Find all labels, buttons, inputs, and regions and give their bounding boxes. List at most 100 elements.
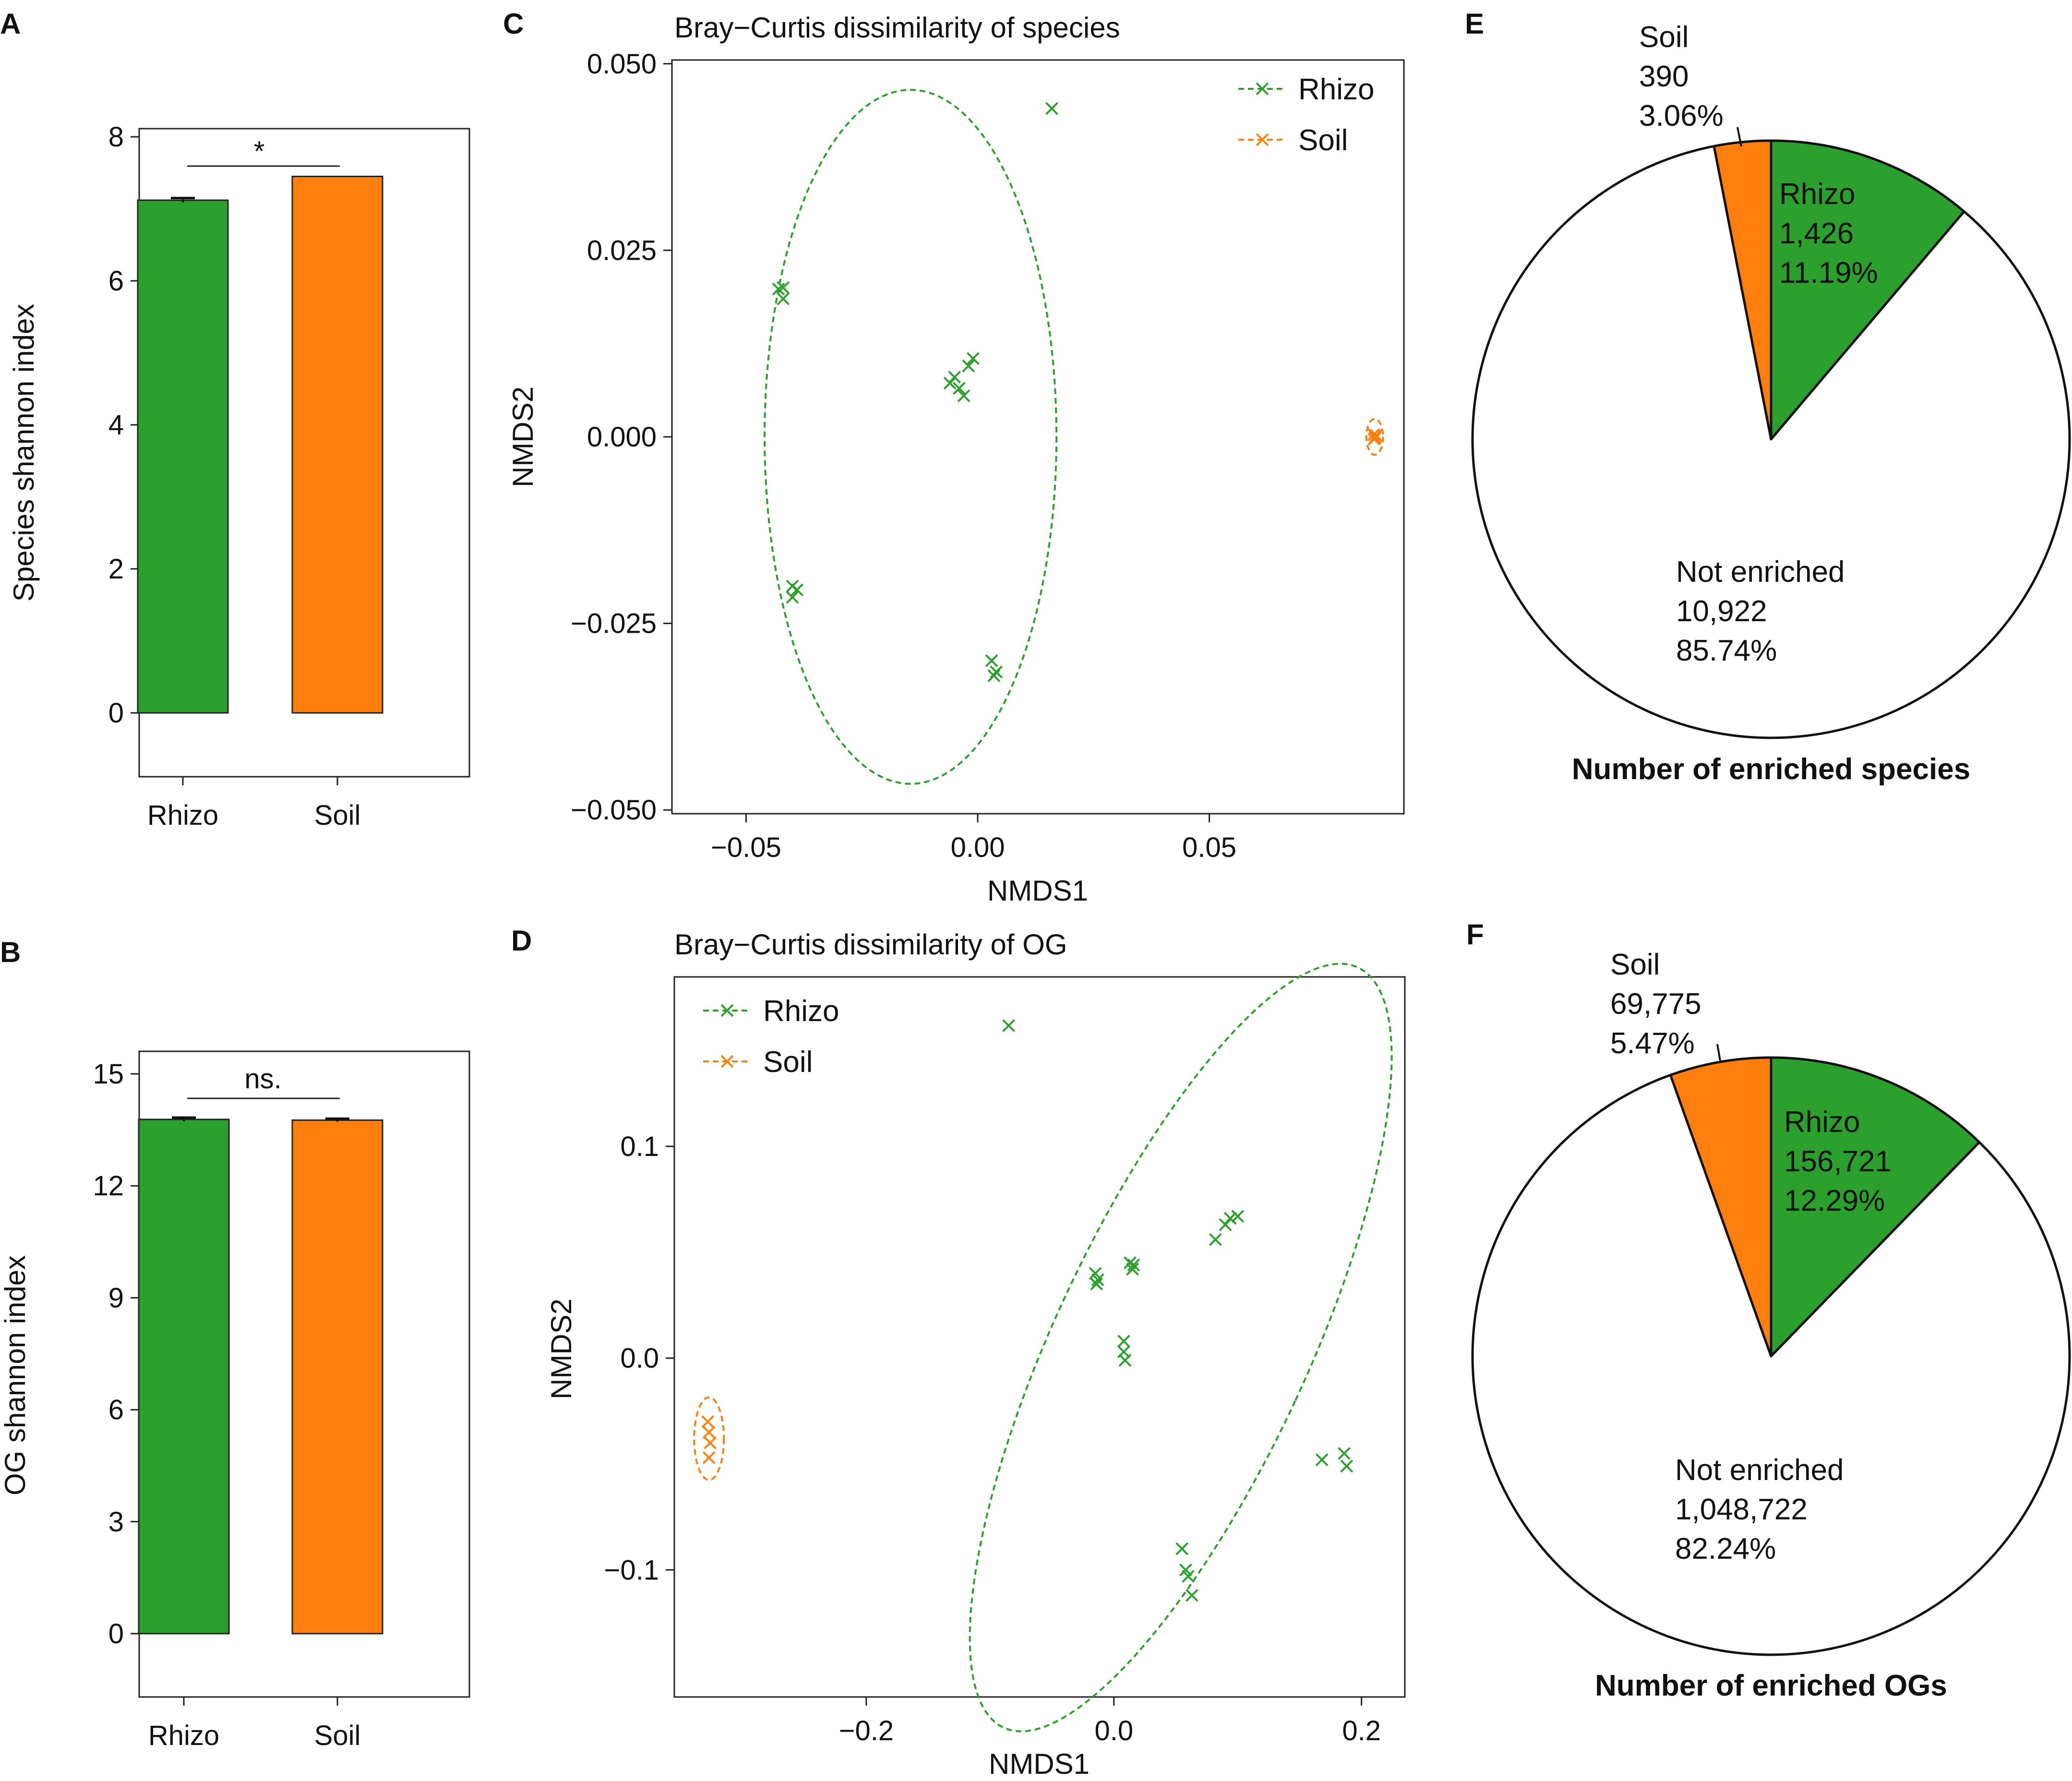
y-tick-label: 3	[108, 1506, 124, 1538]
legend-label-soil: Soil	[763, 1046, 813, 1079]
y-tick-label: 0.1	[620, 1131, 659, 1162]
x-tick-label: 0.05	[1182, 832, 1236, 863]
y-tick-label: 0.0	[620, 1343, 659, 1374]
x-tick-label: Rhizo	[148, 1720, 219, 1751]
slice-not-enriched	[1471, 144, 2071, 739]
y-tick-label: 6	[108, 1395, 124, 1426]
y-tick-label: 0	[108, 1618, 124, 1649]
point-rhizo	[1340, 1459, 1353, 1473]
x-tick-label: 0.2	[1342, 1715, 1381, 1746]
y-tick-label: 8	[108, 121, 124, 153]
point-rhizo	[790, 583, 804, 597]
plot-frame	[673, 976, 1406, 1698]
point-rhizo	[1223, 1212, 1237, 1225]
point-soil	[704, 1436, 717, 1450]
ellipse-soil	[1365, 418, 1384, 456]
y-tick-label: −0.1	[604, 1554, 659, 1586]
y-axis-label: NMDS2	[545, 1299, 577, 1399]
point-soil	[1369, 429, 1383, 442]
bar-soil	[291, 1119, 383, 1635]
panel-f-og-pie: F Soil 69,775 5.47% Rhizo 156,721 12.29%…	[1466, 918, 2071, 1702]
slice-label: Not enriched	[1676, 555, 1845, 589]
pie-title: Number of enriched species	[1572, 753, 1970, 786]
point-rhizo	[1090, 1277, 1103, 1291]
slice-percent: 82.24%	[1675, 1532, 1776, 1565]
bars	[137, 176, 383, 714]
significance-bracket: ns.	[187, 1063, 340, 1099]
point-rhizo	[953, 382, 966, 395]
point-rhizo	[786, 590, 799, 604]
point-rhizo	[966, 352, 980, 365]
y-axis-ticks: 0 2 4 6 8	[108, 121, 139, 729]
ellipse-soil	[693, 1396, 725, 1481]
slice-count: 390	[1639, 60, 1689, 93]
slice-not-enriched	[1471, 1073, 2071, 1656]
panel-label-c: C	[503, 8, 524, 40]
point-rhizo	[1209, 1233, 1222, 1246]
point-soil	[1367, 433, 1381, 446]
y-tick-label: 4	[108, 409, 124, 441]
legend-label-soil: Soil	[1298, 124, 1348, 157]
pie-title: Number of enriched OGs	[1595, 1669, 1947, 1702]
slice-count: 10,922	[1676, 595, 1767, 628]
pie	[1471, 1056, 2071, 1656]
y-tick-label: 6	[108, 265, 124, 297]
data-points	[701, 1019, 1353, 1602]
point-soil	[702, 1426, 716, 1439]
x-tick-label: −0.05	[711, 832, 781, 863]
point-soil	[701, 1415, 715, 1428]
point-rhizo	[990, 665, 1003, 679]
panel-label-a: A	[0, 8, 21, 40]
point-rhizo	[985, 654, 998, 667]
x-tick-label: 0.0	[1094, 1715, 1133, 1746]
x-axis-categories: Rhizo Soil	[147, 777, 361, 831]
x-tick-label: 0.00	[951, 832, 1005, 863]
significance-bracket: *	[187, 136, 340, 167]
panel-label-e: E	[1465, 8, 1484, 40]
soil-leader-line	[1716, 1044, 1721, 1061]
x-tick-label: Soil	[314, 1720, 361, 1751]
data-points	[772, 102, 1383, 682]
slice-label: Soil	[1610, 948, 1660, 981]
y-axis-ticks: −0.050 −0.025 0.000 0.025 0.050	[571, 48, 672, 826]
point-rhizo	[1175, 1542, 1189, 1555]
y-axis-label: Species shannon index	[8, 304, 40, 602]
label-not-enriched: Not enriched 1,048,722 82.24%	[1675, 1454, 1844, 1565]
slice-count: 1,426	[1779, 217, 1854, 250]
plot-title: Bray−Curtis dissimilarity of OG	[674, 928, 1067, 961]
soil-leader-line	[1737, 127, 1742, 147]
panel-e-species-pie: E Soil 390 3.06% Rhizo 1,426 11.19% Not …	[1465, 8, 2071, 786]
y-tick-label: 12	[93, 1170, 124, 1202]
slice-rhizo	[1770, 139, 1965, 441]
point-rhizo	[1338, 1447, 1351, 1460]
x-tick-label: Soil	[314, 800, 361, 831]
y-tick-label: 2	[108, 554, 124, 585]
legend-label-rhizo: Rhizo	[1298, 73, 1375, 106]
panel-label-d: D	[511, 925, 532, 957]
slice-label: Not enriched	[1675, 1454, 1844, 1487]
slice-label: Rhizo	[1784, 1106, 1860, 1139]
y-axis-label: OG shannon index	[0, 1255, 31, 1495]
point-rhizo	[1002, 1019, 1015, 1032]
legend-marker-rhizo	[1256, 82, 1269, 96]
panel-c-species-nmds: C Bray−Curtis dissimilarity of species N…	[503, 8, 1405, 907]
y-tick-label: 0.000	[587, 421, 657, 453]
plot-frame	[671, 59, 1405, 815]
point-soil	[1367, 428, 1380, 441]
slice-label: Rhizo	[1779, 178, 1856, 211]
slice-count: 69,775	[1610, 987, 1701, 1021]
point-rhizo	[957, 389, 970, 402]
point-rhizo	[777, 292, 790, 305]
slice-percent: 12.29%	[1784, 1184, 1885, 1217]
y-axis-ticks: −0.1 0.0 0.1	[604, 1131, 674, 1586]
x-tick-label: Rhizo	[147, 800, 218, 831]
significance-label: ns.	[244, 1063, 281, 1095]
x-axis-label: NMDS1	[989, 1748, 1090, 1780]
y-tick-label: 9	[108, 1282, 124, 1313]
point-soil	[702, 1451, 716, 1464]
point-rhizo	[1185, 1588, 1198, 1602]
point-rhizo	[777, 281, 790, 294]
label-soil: Soil 69,775 5.47%	[1610, 948, 1701, 1060]
confidence-ellipses	[693, 963, 1393, 1733]
point-rhizo	[1182, 1570, 1195, 1583]
